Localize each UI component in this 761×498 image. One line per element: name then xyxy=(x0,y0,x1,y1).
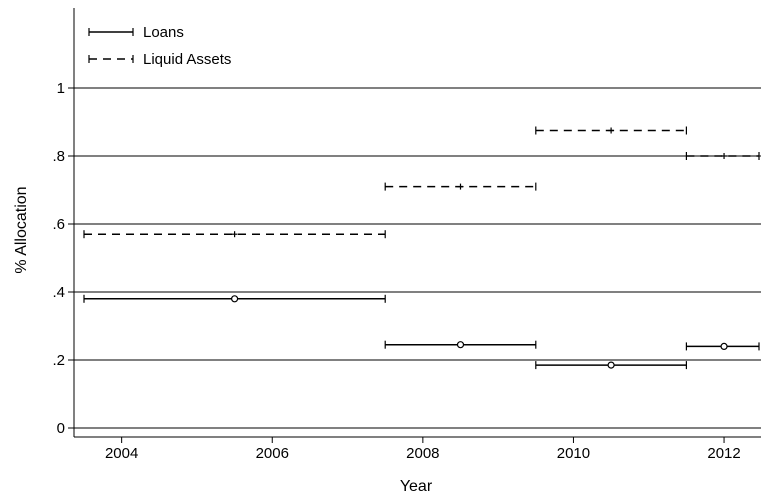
liquid-assets-point-0 xyxy=(231,231,238,238)
liquid-assets-point-1 xyxy=(457,183,464,190)
y-tick-label-2: .4 xyxy=(52,284,65,301)
liquid-assets-segment-1 xyxy=(384,182,537,191)
y-axis-title: % Allocation xyxy=(13,186,30,273)
loans-point-1 xyxy=(456,341,465,349)
axes xyxy=(73,8,761,438)
loans-segment-1 xyxy=(384,340,537,349)
liquid-assets-point-2 xyxy=(608,127,615,134)
y-tick-label-3: .6 xyxy=(52,216,65,233)
liquid-assets-segment-0 xyxy=(83,230,386,239)
x-tick-label-4: 2012 xyxy=(707,445,740,462)
loans-segment-2 xyxy=(535,361,688,370)
liquid-assets-segment-3 xyxy=(685,152,760,160)
x-tick-label-0: 2004 xyxy=(105,445,138,462)
legend-item-loans: Loans xyxy=(88,24,184,41)
legend-item-liquid-assets: Liquid Assets xyxy=(88,51,231,68)
x-tick-label-3: 2010 xyxy=(557,445,590,462)
x-tick-label-2: 2008 xyxy=(406,445,439,462)
liquid-assets-segment-2 xyxy=(535,126,688,135)
loans-point-2 xyxy=(607,361,615,369)
loans-point-0 xyxy=(231,295,239,303)
y-tick-label-1: .2 xyxy=(52,352,65,369)
y-tick-label-5: 1 xyxy=(57,80,65,97)
y-tick-label-0: 0 xyxy=(57,420,65,437)
series-layer xyxy=(83,126,760,370)
x-ticks: 2004 2006 2008 2010 2012 xyxy=(105,437,741,462)
legend-label-liquid-assets: Liquid Assets xyxy=(143,51,231,68)
legend-label-loans: Loans xyxy=(143,24,184,41)
legend: Loans Liquid Assets xyxy=(88,24,231,68)
x-tick-label-1: 2006 xyxy=(256,445,289,462)
loans-point-3 xyxy=(720,342,728,350)
gridlines xyxy=(74,87,761,429)
x-axis-title: Year xyxy=(400,478,433,495)
liquid-assets-point-3 xyxy=(721,153,728,159)
loans-segment-3 xyxy=(685,342,760,351)
y-ticks: 0 .2 .4 .6 .8 1 xyxy=(52,80,74,437)
y-tick-label-4: .8 xyxy=(52,148,65,165)
loans-segment-0 xyxy=(83,294,386,303)
